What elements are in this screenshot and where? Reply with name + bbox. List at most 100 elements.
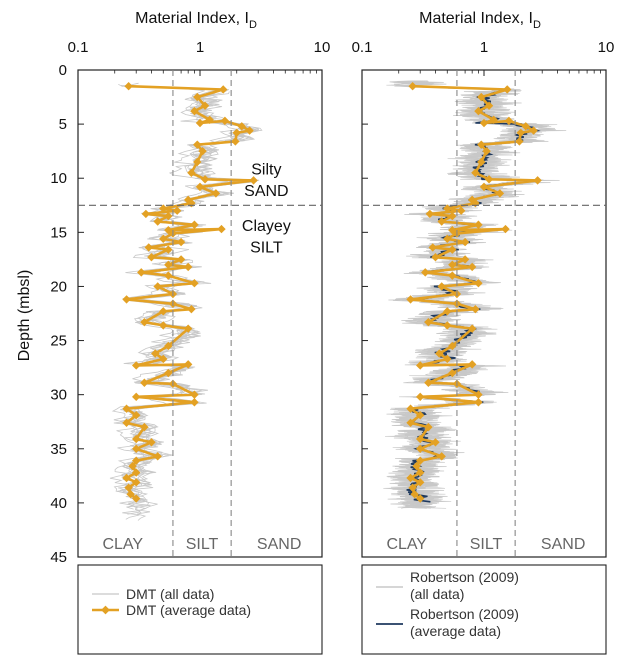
dmt-average-point [153, 282, 162, 291]
dmt-average-point [416, 468, 425, 477]
dmt-average-point [211, 189, 221, 198]
dmt-average-point [533, 176, 542, 185]
dmt-average-point [172, 206, 182, 215]
dmt-average-point [122, 418, 131, 428]
x-tick-label: 10 [314, 39, 331, 56]
dmt-average-point [443, 234, 452, 244]
dmt-average-point [122, 295, 131, 304]
dmt-average-point [431, 253, 440, 262]
dmt-average-point [416, 361, 425, 370]
dmt-average-point [159, 321, 168, 330]
dmt-average-point [231, 137, 240, 146]
dmt-average-point [144, 243, 153, 252]
dmt-average-point [141, 209, 151, 219]
dmt-average-point [424, 378, 433, 387]
dmt-average-point [448, 341, 457, 351]
x-tick-label: 0.1 [352, 39, 373, 56]
y-tick-label: 5 [59, 116, 67, 133]
dmt-average-point [195, 182, 205, 192]
dmt-average-point [460, 237, 470, 247]
y-tick-label: 0 [59, 62, 67, 79]
dmt-average-point [416, 392, 425, 402]
dmt-average-point [412, 461, 421, 471]
y-tick-label: 40 [50, 495, 67, 512]
dmt-average-point [467, 195, 477, 205]
x-axis-title: Material Index, ID [135, 10, 257, 31]
dmt-average-point [147, 253, 156, 262]
dmt-average-point [467, 262, 477, 272]
dmt-average-point [183, 262, 193, 272]
legend-box [361, 564, 607, 655]
dmt-average-point [448, 260, 457, 269]
zone-label-silt: SILT [470, 536, 503, 553]
dmt-average-point [153, 217, 162, 226]
y-tick-label: 15 [50, 224, 67, 241]
dmt-average-point [140, 422, 149, 432]
x-axis-title-main: Material Index, I [135, 10, 249, 27]
left-panel: 0.1 1 10 Material Index, ID 0 5 10 15 20 25 30 35 40… [16, 10, 331, 655]
dmt-average-point [416, 434, 425, 444]
dmt-all-data-trace [109, 83, 239, 494]
zone-label-sand: SAND [541, 536, 585, 553]
dmt-average-point [132, 468, 141, 477]
dmt-average-point [477, 92, 486, 102]
dmt-average-point [126, 490, 135, 499]
zone-label-silt: SILT [186, 536, 219, 553]
dmt-average-point [183, 360, 193, 369]
dmt-average-point [416, 411, 425, 420]
dmt-all-data-trace [113, 85, 249, 508]
dmt-average-point [176, 255, 186, 264]
dmt-average-point [245, 126, 254, 135]
dmt-average-point [132, 456, 141, 465]
layer-label: SAND [244, 183, 288, 200]
dmt-average-point [482, 146, 491, 156]
legend-label: (average data) [410, 623, 501, 639]
zone-label-clay: CLAY [386, 536, 427, 553]
dmt-average-point [477, 157, 486, 167]
dmt-average-point [220, 116, 230, 126]
layer-label: SILT [250, 239, 283, 256]
dmt-average-point [495, 189, 505, 198]
dmt-average-point [190, 220, 199, 229]
dmt-average-point [435, 349, 444, 358]
dmt-average-point [164, 271, 173, 280]
dmt-average-point [137, 268, 146, 277]
dmt-average-point [183, 195, 193, 205]
x-axis-title-sub: D [249, 19, 257, 31]
dmt-average-point [187, 168, 196, 178]
x-tick-label: 0.1 [68, 39, 89, 56]
dmt-average-point [437, 217, 446, 226]
dmt-average-point [190, 106, 199, 116]
legend-swatch-diamond [101, 605, 110, 615]
dmt-average-point [159, 234, 168, 244]
dmt-average-point [132, 444, 141, 453]
dmt-average-point [198, 146, 207, 156]
dmt-average-point [471, 304, 480, 314]
dmt-average-point [190, 390, 199, 399]
dmt-average-point [132, 494, 141, 503]
dmt-average-point [164, 341, 173, 351]
dmt-average-point [159, 354, 168, 364]
dmt-average-point [190, 398, 199, 407]
dmt-average-point [437, 452, 446, 461]
dmt-average-point [467, 324, 477, 333]
dmt-average-point [164, 260, 173, 269]
dmt-average-point [443, 307, 452, 316]
dmt-average-point [122, 404, 131, 413]
dmt-average-point [467, 360, 477, 369]
dmt-average-point [421, 268, 430, 277]
dmt-average-point [425, 209, 435, 219]
dmt-average-point [503, 85, 512, 94]
dmt-average-point [132, 392, 141, 402]
dmt-average-point [431, 438, 440, 447]
y-tick-label: 10 [50, 170, 67, 187]
dmt-average-point [456, 206, 466, 215]
zone-label-sand: SAND [257, 536, 301, 553]
dmt-average-point [232, 128, 241, 137]
dmt-average-point [128, 461, 137, 471]
y-tick-label: 45 [50, 549, 67, 566]
dmt-average-point [132, 411, 141, 420]
dmt-average-point [443, 204, 452, 213]
dmt-average-point [237, 122, 246, 131]
dmt-average-point [489, 115, 498, 124]
